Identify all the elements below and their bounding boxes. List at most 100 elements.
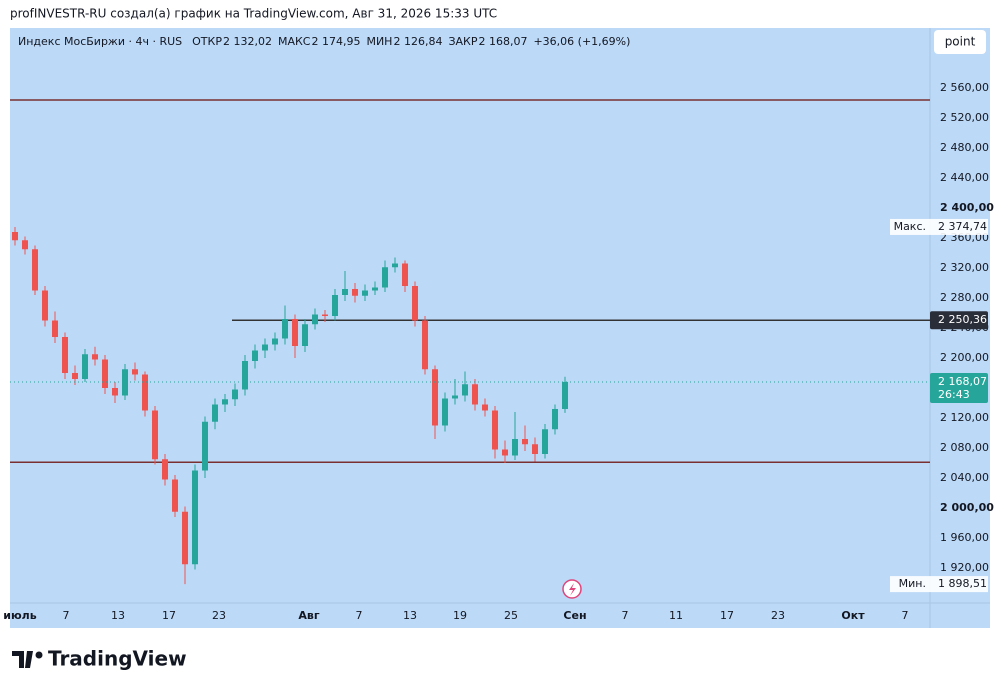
candle-body — [112, 387, 118, 396]
price-line-label-box — [930, 311, 988, 330]
last-price-box — [930, 372, 988, 403]
candle-body — [302, 324, 308, 346]
y-tick-label: 2 080,00 — [940, 441, 989, 454]
candle-body — [502, 449, 508, 456]
candle-body — [542, 429, 548, 454]
candle-body — [162, 459, 168, 480]
x-tick-label: Авг — [298, 609, 319, 622]
x-tick-label: 13 — [111, 609, 125, 622]
candle-body — [482, 404, 488, 411]
candle-body — [512, 438, 518, 456]
candle-body — [462, 384, 468, 396]
candle-body — [172, 479, 178, 512]
y-tick-label: 2 000,00 — [940, 501, 994, 514]
candle-body — [22, 240, 28, 250]
y-tick-label: 2 200,00 — [940, 351, 989, 364]
x-tick-label: июль — [3, 609, 36, 622]
candle-body — [492, 410, 498, 450]
x-tick-label: 13 — [403, 609, 417, 622]
y-tick-label: 2 400,00 — [940, 201, 994, 214]
legend-text: 2 132,02 — [223, 35, 272, 48]
x-tick-label: 11 — [669, 609, 683, 622]
candle-body — [192, 470, 198, 565]
candle-body — [272, 338, 278, 345]
y-tick-label: 2 520,00 — [940, 111, 989, 124]
candle-body — [532, 444, 538, 454]
candle-body — [552, 408, 558, 430]
y-tick-label: 2 440,00 — [940, 171, 989, 184]
candle-body — [232, 389, 238, 400]
candle-body — [372, 287, 378, 291]
candle-body — [352, 288, 358, 296]
candle-body — [12, 231, 18, 241]
x-tick-label: 7 — [63, 609, 70, 622]
candle-body — [122, 369, 128, 396]
candle-body — [362, 290, 368, 296]
legend-text: 2 126,84 — [393, 35, 442, 48]
x-tick-label: 25 — [504, 609, 518, 622]
y-tick-label: 2 120,00 — [940, 411, 989, 424]
x-tick-label: 17 — [162, 609, 176, 622]
x-tick-label: 23 — [771, 609, 785, 622]
legend-text: МИН — [366, 35, 392, 48]
candle-body — [252, 350, 258, 361]
y-tick-label: 2 480,00 — [940, 141, 989, 154]
candle-body — [42, 290, 48, 321]
legend-text: +36,06 (+1,69%) — [533, 35, 630, 48]
candle-body — [472, 384, 478, 405]
point-button-label[interactable]: point — [945, 35, 976, 49]
y-tick-label: 2 040,00 — [940, 471, 989, 484]
candle-body — [52, 320, 58, 337]
candle-body — [562, 381, 568, 409]
brand-icon-dot — [35, 651, 43, 659]
legend-text: 2 174,95 — [311, 35, 360, 48]
candle-body — [292, 318, 298, 346]
legend-text: 2 168,07 — [478, 35, 527, 48]
candle-body — [322, 314, 328, 316]
candle-body — [222, 399, 228, 405]
candle-body — [422, 320, 428, 370]
marker-box — [890, 576, 988, 593]
candle-body — [382, 267, 388, 288]
candle-body — [282, 318, 288, 339]
brand-icon — [12, 651, 33, 668]
candle-body — [132, 369, 138, 375]
candle-body — [142, 374, 148, 411]
last-price-label: 2 168,07 — [938, 375, 987, 388]
candle-body — [202, 421, 208, 471]
candle-body — [412, 285, 418, 321]
x-tick-label: 7 — [902, 609, 909, 622]
x-tick-label: 17 — [720, 609, 734, 622]
candle-body — [402, 263, 408, 286]
brand-logo: TradingView — [12, 647, 187, 671]
y-tick-label: 2 560,00 — [940, 81, 989, 94]
candle-body — [152, 410, 158, 460]
legend-text: ЗАКР — [448, 35, 477, 48]
candle-body — [342, 288, 348, 295]
point-button[interactable] — [934, 30, 986, 54]
marker-box — [890, 218, 988, 235]
candle-body — [392, 263, 398, 268]
candle-body — [62, 336, 68, 373]
marker-price: 2 374,74 — [938, 220, 987, 233]
candle-body — [212, 404, 218, 422]
marker-price: 1 898,51 — [938, 577, 987, 590]
candle-body — [452, 395, 458, 399]
candle-body — [182, 511, 188, 565]
candle-body — [242, 360, 248, 390]
candle-body — [312, 314, 318, 325]
y-tick-label: 2 320,00 — [940, 261, 989, 274]
candle-body — [522, 438, 528, 445]
x-tick-label: 7 — [622, 609, 629, 622]
x-tick-label: 23 — [212, 609, 226, 622]
legend-text: ОТКР — [192, 35, 222, 48]
credit-line: profINVESTR-RU создал(a) график на Tradi… — [10, 7, 497, 21]
bar-timer: 26:43 — [938, 388, 970, 401]
x-tick-label: Сен — [563, 609, 586, 622]
candle-body — [432, 369, 438, 426]
event-icon-bolt — [569, 583, 576, 596]
candle-body — [92, 354, 98, 360]
marker-label: Мин. — [899, 577, 926, 590]
brand-name: TradingView — [48, 647, 187, 671]
candle-body — [442, 398, 448, 426]
